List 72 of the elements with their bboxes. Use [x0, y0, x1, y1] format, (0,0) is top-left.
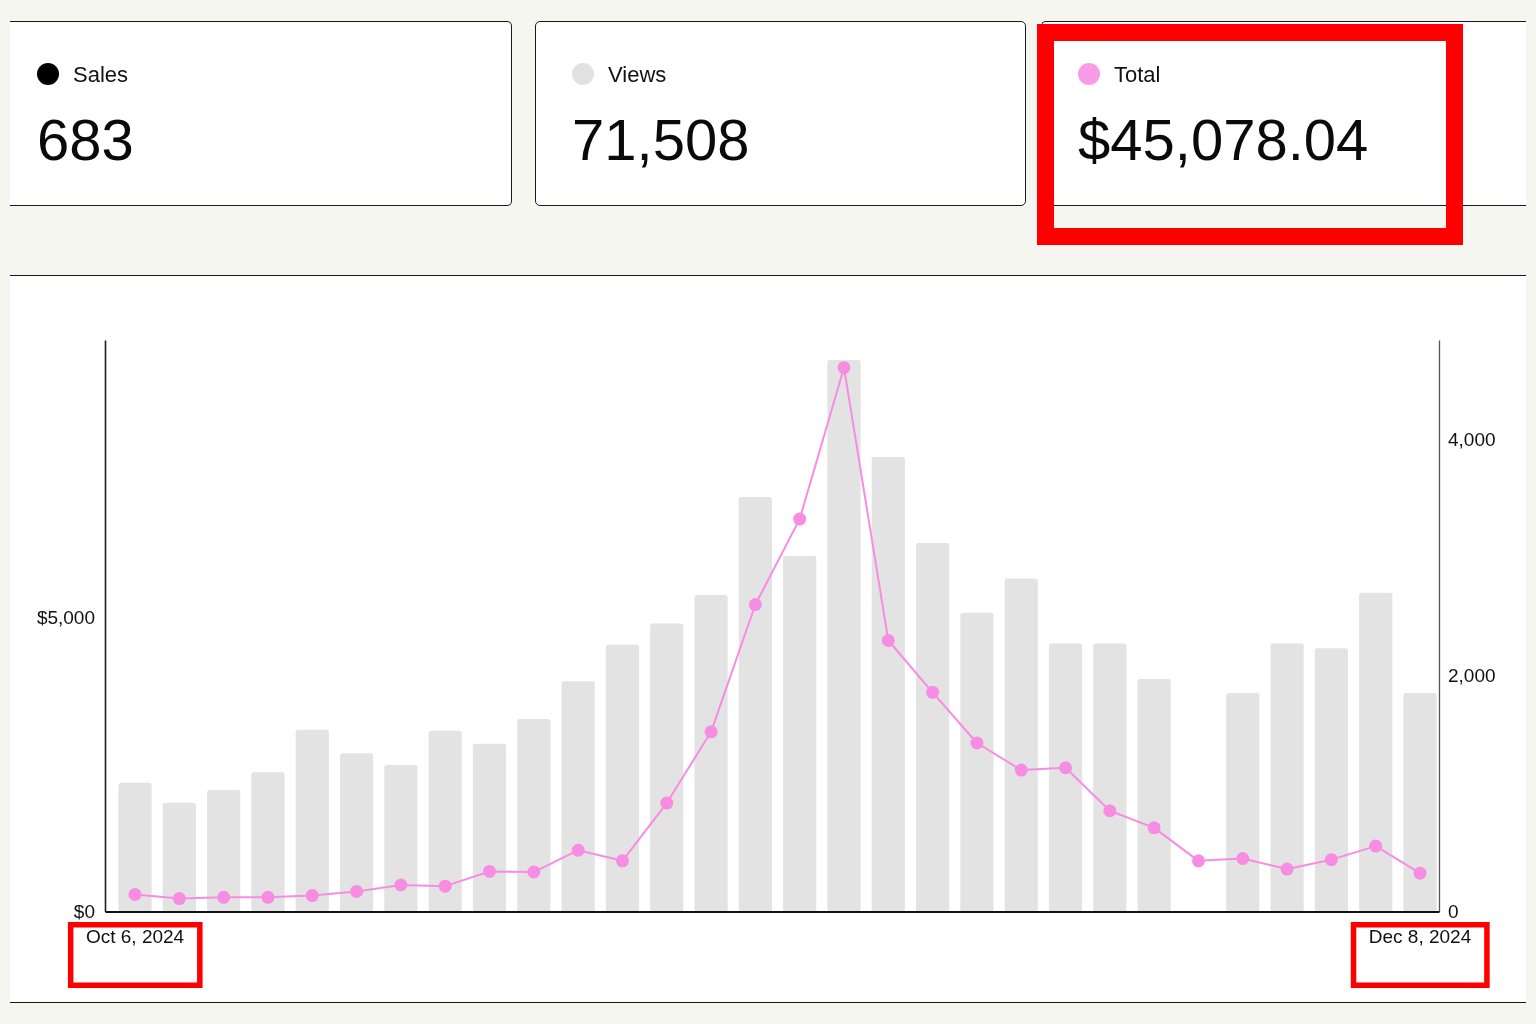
point [350, 884, 364, 898]
point [1324, 853, 1338, 867]
category-label: Views [608, 62, 667, 87]
point [926, 685, 940, 699]
point [881, 633, 895, 647]
point [172, 892, 186, 906]
point [1103, 804, 1117, 818]
bar [1137, 678, 1171, 912]
point [1059, 761, 1073, 775]
category-label: Total [1114, 62, 1161, 87]
bar [339, 753, 374, 912]
bar [827, 360, 861, 912]
text: $45,078.04 [1078, 107, 1369, 172]
bar [1004, 578, 1038, 912]
category-label: Sales [73, 62, 129, 87]
point [837, 361, 851, 375]
y-tick-label: $5,000 [36, 606, 95, 628]
point [217, 890, 231, 904]
bar [1093, 643, 1127, 912]
bar [162, 802, 196, 912]
bar [384, 765, 418, 912]
y2-tick-label: 0 [1448, 901, 1459, 923]
point [1147, 821, 1161, 835]
bar [871, 456, 905, 912]
point [704, 725, 718, 739]
point [1369, 839, 1383, 853]
bar [960, 612, 994, 912]
point [261, 890, 275, 904]
point [483, 864, 497, 878]
bar [915, 543, 950, 912]
bar [428, 730, 462, 912]
point [128, 887, 142, 901]
text: 71,508 [572, 107, 750, 172]
point [1014, 763, 1028, 777]
bar [251, 772, 285, 912]
bar [650, 623, 684, 912]
bar [1403, 693, 1437, 912]
bar [1226, 693, 1260, 912]
point [660, 796, 674, 810]
bar [1270, 643, 1304, 912]
point [571, 843, 585, 857]
point [394, 878, 408, 892]
bar [605, 644, 640, 912]
bar [295, 729, 329, 912]
point [1280, 862, 1294, 876]
text: 683 [37, 107, 134, 172]
bar [517, 719, 551, 912]
point [970, 736, 984, 750]
bar [1314, 648, 1349, 912]
point [438, 879, 452, 893]
bar [783, 556, 817, 912]
bar [118, 782, 152, 912]
point [305, 889, 319, 903]
point [615, 854, 629, 868]
bar [1048, 643, 1083, 912]
point [527, 865, 541, 879]
point [1236, 851, 1250, 865]
bar [472, 743, 507, 912]
bar [738, 497, 772, 912]
x-tick-label: Oct 6, 2024 [85, 925, 185, 947]
point [1413, 866, 1427, 880]
bar [207, 789, 241, 912]
y-tick-label: $0 [73, 901, 95, 923]
point [793, 512, 807, 526]
x-tick-label: Dec 8, 2024 [1368, 925, 1472, 947]
bar [1359, 592, 1393, 912]
bar [561, 681, 595, 912]
point [1191, 854, 1205, 868]
y2-tick-label: 4,000 [1448, 428, 1496, 450]
bar [694, 595, 728, 912]
point [748, 598, 762, 612]
y2-tick-label: 2,000 [1448, 664, 1496, 686]
